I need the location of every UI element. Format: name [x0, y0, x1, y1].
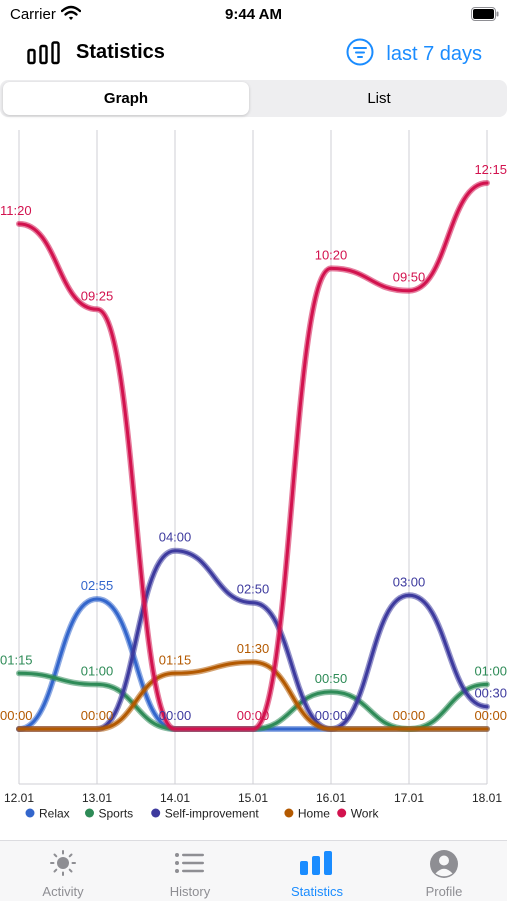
data-label: 09:25	[81, 288, 114, 303]
data-label: 00:00	[393, 708, 426, 723]
data-label: 03:00	[393, 574, 426, 589]
x-tick-label: 13.01	[82, 791, 112, 805]
time-statistics-line-chart: 02:55 01:15 01:00 00:50 01:00 04:00 00:00 02:50…	[0, 130, 507, 821]
legend-swatch-sports	[85, 808, 94, 818]
segment-graph[interactable]: Graph	[3, 82, 249, 115]
data-label: 00:30	[474, 686, 507, 701]
statistics-icon	[27, 41, 61, 70]
status-bar: Carrier 9:44 AM	[0, 0, 507, 30]
person-icon	[429, 849, 459, 884]
date-range-filter-button[interactable]: last 7 days	[346, 38, 482, 71]
legend-label-sports: Sports	[99, 807, 134, 821]
x-tick-label: 17.01	[394, 791, 424, 805]
legend-swatch-self-improvement	[151, 808, 161, 818]
legend-label-relax: Relax	[39, 807, 70, 821]
series-line-self-improvement	[17, 549, 489, 731]
data-label: 12:15	[474, 162, 507, 177]
data-label: 00:00	[81, 708, 114, 723]
data-label: 04:00	[159, 530, 192, 545]
legend-label-self-improvement: Self-improvement	[165, 807, 260, 821]
data-label: 00:00	[159, 708, 192, 723]
series-line-work	[17, 181, 489, 731]
page-title: Statistics	[76, 41, 165, 63]
data-label: 11:20	[0, 203, 32, 218]
tab-profile-label: Profile	[425, 884, 463, 899]
data-label: 01:00	[81, 663, 114, 678]
series-line-home	[17, 660, 489, 731]
sun-icon	[49, 849, 77, 882]
data-label: 02:55	[81, 578, 114, 593]
tab-history-label: History	[169, 884, 211, 899]
tab-statistics[interactable]: Statistics	[254, 841, 380, 901]
data-label: 00:00	[315, 708, 348, 723]
tab-activity[interactable]: Activity	[0, 841, 126, 901]
data-label: 09:50	[393, 270, 426, 285]
tab-profile[interactable]: Profile	[381, 841, 507, 901]
legend-label-home: Home	[298, 807, 330, 821]
legend-swatch-relax	[25, 808, 35, 818]
tab-history[interactable]: History	[127, 841, 253, 901]
filter-icon	[346, 38, 374, 71]
date-range-label: last 7 days	[386, 43, 482, 65]
data-label: 01:00	[474, 663, 507, 678]
data-label: 00:00	[237, 708, 270, 723]
x-tick-label: 15.01	[238, 791, 268, 805]
data-label: 00:00	[0, 708, 33, 723]
tab-activity-label: Activity	[42, 884, 84, 899]
bar-chart-icon	[299, 849, 335, 882]
x-tick-label: 14.01	[160, 791, 190, 805]
segment-list[interactable]: List	[367, 90, 391, 107]
tab-bar: Activity History St	[0, 840, 507, 901]
data-label: 01:15	[0, 652, 33, 667]
x-tick-label: 16.01	[316, 791, 346, 805]
wifi-icon	[60, 5, 82, 26]
data-label: 00:00	[474, 708, 507, 723]
legend-swatch-work	[337, 808, 347, 818]
legend-swatch-home	[284, 808, 294, 818]
carrier-label: Carrier	[10, 6, 56, 23]
x-tick-label: 18.01	[472, 791, 502, 805]
data-label: 01:30	[237, 641, 270, 656]
nav-header: Statistics last 7 days	[0, 30, 507, 76]
view-mode-segmented-control: Graph List	[0, 80, 507, 117]
tab-statistics-label: Statistics	[290, 884, 343, 899]
list-icon	[174, 849, 206, 882]
battery-icon	[471, 7, 499, 26]
x-tick-label: 12.01	[4, 791, 34, 805]
data-label: 00:50	[315, 671, 348, 686]
data-label: 01:15	[159, 652, 192, 667]
data-label: 10:20	[315, 247, 348, 262]
legend-label-work: Work	[351, 807, 380, 821]
data-label: 02:50	[237, 582, 270, 597]
clock-time: 9:44 AM	[225, 6, 282, 23]
